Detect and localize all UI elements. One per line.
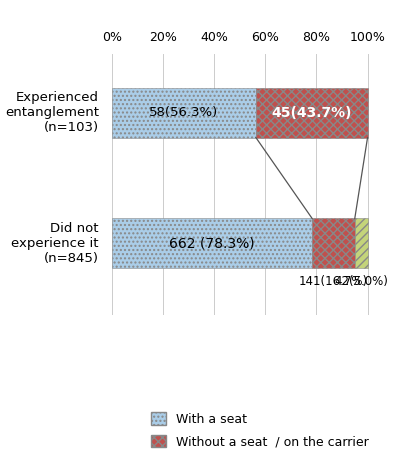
Text: 45(43.7%): 45(43.7%) [272, 106, 352, 120]
Text: 662 (78.3%): 662 (78.3%) [169, 236, 255, 250]
Bar [256, 88, 368, 138]
Text: 58(56.3%): 58(56.3%) [149, 106, 218, 119]
Bar [355, 218, 368, 268]
Bar [112, 218, 312, 268]
Text: 141(16.7%): 141(16.7%) [299, 274, 368, 288]
Bar [312, 218, 355, 268]
Legend: With a seat, Without a seat  / on the carrier, Other: With a seat, Without a seat / on the car… [151, 412, 369, 450]
Text: 42(5.0%): 42(5.0%) [334, 274, 388, 288]
Bar [112, 88, 256, 138]
